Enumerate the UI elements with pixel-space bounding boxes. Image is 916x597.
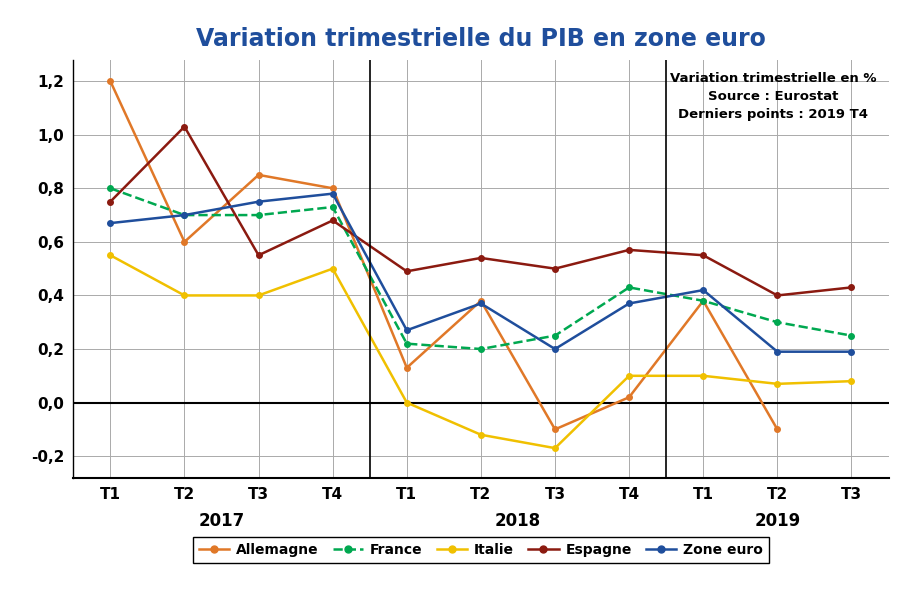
Text: Variation trimestrielle en %
Source : Eurostat
Derniers points : 2019 T4: Variation trimestrielle en % Source : Eu… bbox=[670, 72, 877, 121]
Title: Variation trimestrielle du PIB en zone euro: Variation trimestrielle du PIB en zone e… bbox=[196, 27, 766, 51]
Text: 2017: 2017 bbox=[199, 512, 245, 530]
Legend: Allemagne, France, Italie, Espagne, Zone euro: Allemagne, France, Italie, Espagne, Zone… bbox=[193, 537, 769, 562]
Text: 2018: 2018 bbox=[495, 512, 541, 530]
Text: 2019: 2019 bbox=[754, 512, 801, 530]
